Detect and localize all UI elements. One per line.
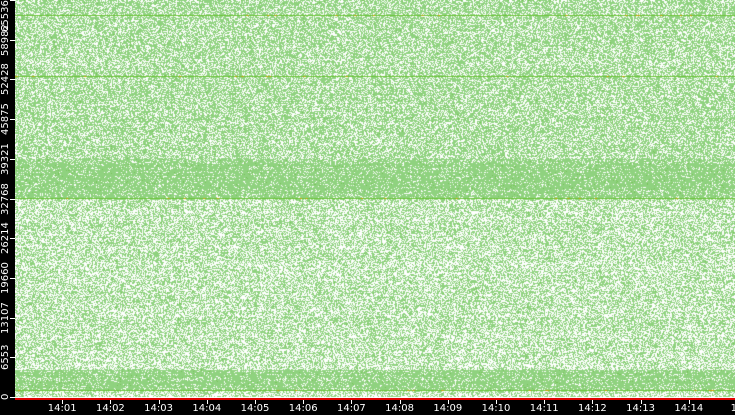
x-tick-label: 14:05: [240, 403, 270, 414]
y-tick-label: 52428: [0, 63, 11, 96]
x-tick-mark: [544, 400, 546, 404]
x-tick-label: 14:14: [674, 403, 704, 414]
y-tick-mark: [10, 238, 15, 240]
x-tick-mark: [255, 400, 256, 404]
y-tick-label: 19660: [0, 262, 11, 294]
y-tick-label: 65536: [0, 0, 11, 32]
x-tick-label: 14:09: [433, 403, 463, 414]
x-tick-mark: [688, 400, 690, 404]
y-tick-mark: [10, 119, 15, 121]
x-tick-label: 14:07: [336, 403, 366, 414]
y-tick-label: 26214: [0, 222, 11, 255]
y-tick-mark: [10, 158, 15, 160]
x-tick-label: 14: [730, 403, 735, 414]
x-tick-label: 14:08: [385, 403, 415, 414]
baseline: [15, 398, 735, 400]
x-tick-label: 14:03: [144, 403, 174, 414]
y-tick-label: 39321: [0, 142, 11, 175]
x-tick-label: 14:13: [626, 403, 656, 414]
x-tick-mark: [399, 400, 401, 404]
x-tick-label: 14:01: [47, 403, 77, 414]
y-tick-mark: [10, 357, 15, 359]
y-tick-label: 13107: [0, 301, 11, 334]
x-tick-label: 14:12: [577, 403, 607, 414]
x-tick-mark: [496, 400, 497, 404]
x-tick-mark: [158, 400, 160, 404]
y-tick-mark: [10, 277, 15, 279]
x-tick-label: 14:10: [481, 403, 511, 414]
x-tick-mark: [303, 400, 305, 404]
x-tick-mark: [62, 400, 64, 404]
x-tick-label: 14:02: [95, 403, 125, 414]
x-tick-label: 14:04: [192, 403, 222, 414]
x-tick-label: 14:11: [529, 403, 559, 414]
x-tick-mark: [447, 400, 449, 404]
y-tick-label: 0: [0, 393, 11, 401]
x-tick-mark: [110, 400, 112, 404]
x-tick-mark: [592, 400, 594, 404]
y-tick-label: 45875: [0, 103, 11, 136]
x-tick-label: 14:06: [288, 403, 318, 414]
y-tick-mark: [10, 0, 15, 1]
y-tick-mark: [10, 397, 15, 398]
y-tick-label: 6553: [0, 344, 11, 371]
y-tick-mark: [10, 39, 15, 41]
y-tick-label: 32768: [0, 182, 11, 215]
x-tick-mark: [351, 400, 353, 404]
x-tick-mark: [640, 400, 642, 404]
x-tick-mark: [206, 400, 208, 404]
y-tick-mark: [10, 79, 15, 81]
plot-area: [15, 0, 735, 400]
y-tick-mark: [10, 317, 15, 319]
y-tick-mark: [10, 198, 15, 200]
